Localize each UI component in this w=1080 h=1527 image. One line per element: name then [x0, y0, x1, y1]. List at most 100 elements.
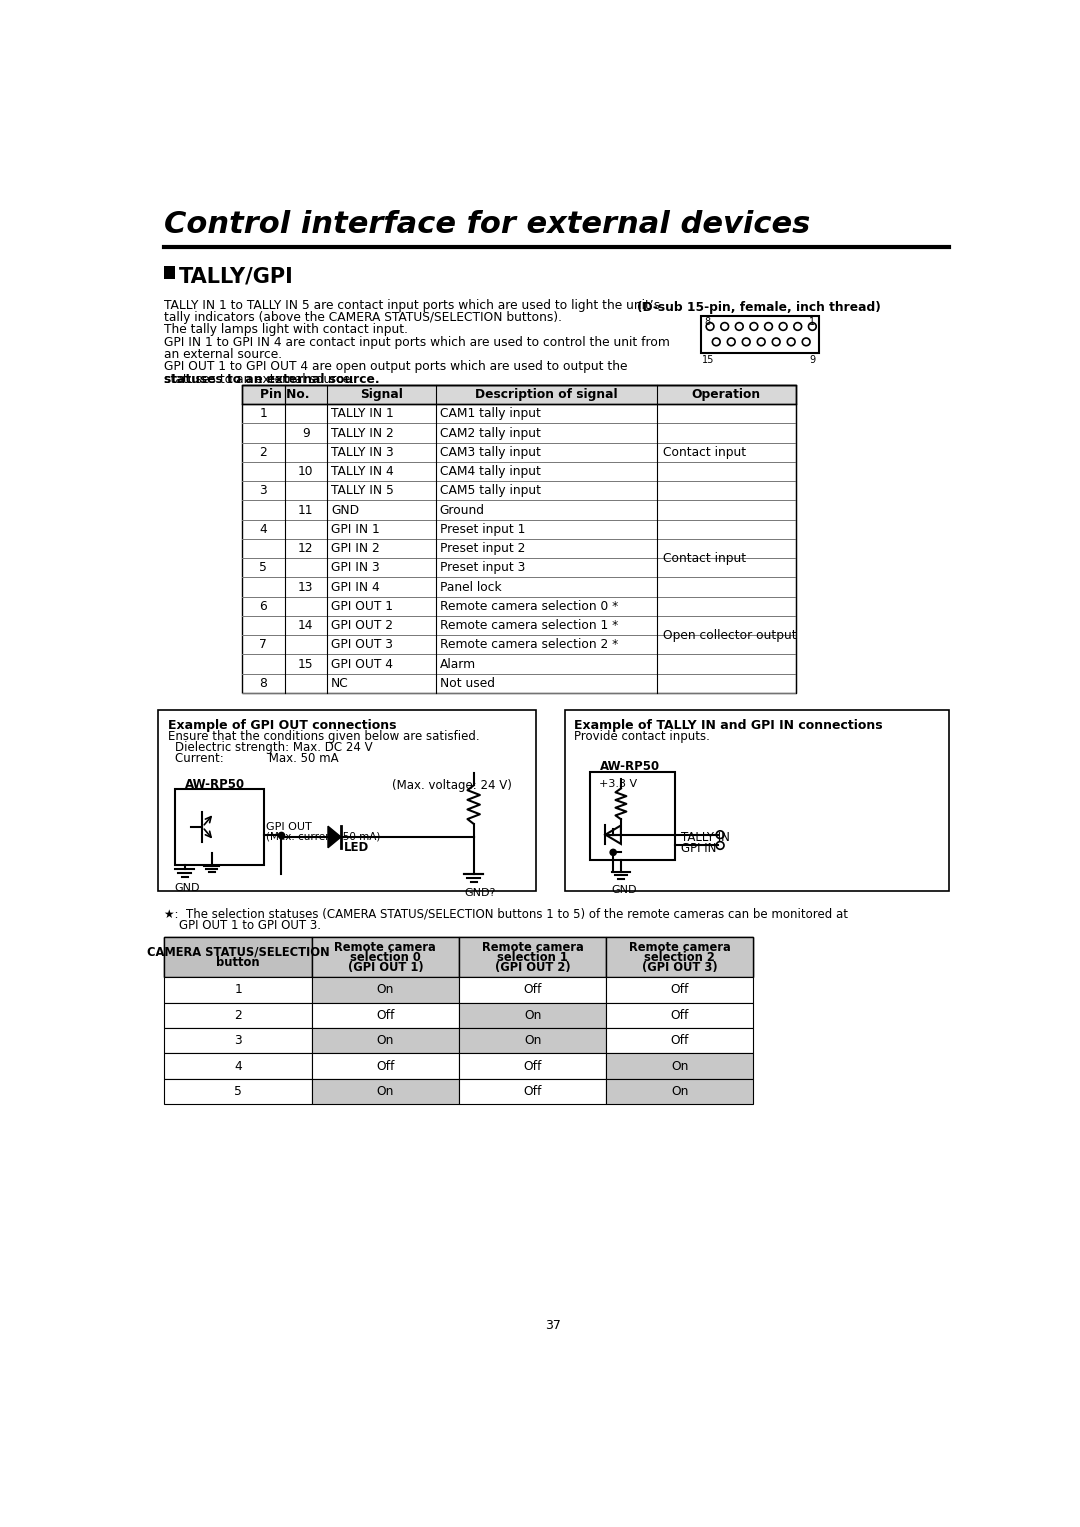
- Text: Provide contact inputs.: Provide contact inputs.: [575, 730, 711, 744]
- Text: GPI OUT 3: GPI OUT 3: [332, 638, 393, 652]
- Text: 4: 4: [234, 1060, 242, 1072]
- Text: Signal: Signal: [360, 388, 403, 402]
- Circle shape: [610, 849, 617, 855]
- Text: 2: 2: [234, 1009, 242, 1022]
- Bar: [312, 938, 459, 977]
- Text: TALLY IN 5: TALLY IN 5: [332, 484, 394, 498]
- Text: TALLY IN 4: TALLY IN 4: [332, 466, 394, 478]
- Bar: [242, 559, 796, 577]
- Text: Preset input 1: Preset input 1: [440, 522, 525, 536]
- Text: Panel lock: Panel lock: [440, 580, 501, 594]
- Bar: [242, 501, 796, 519]
- Text: 1: 1: [259, 408, 267, 420]
- Bar: [606, 1054, 754, 1078]
- Bar: [242, 481, 796, 501]
- Text: GPI IN: GPI IN: [681, 841, 717, 855]
- Text: GPI IN 2: GPI IN 2: [332, 542, 380, 556]
- Circle shape: [279, 832, 284, 838]
- Text: Remote camera: Remote camera: [335, 941, 436, 953]
- Text: Current:            Max. 50 mA: Current: Max. 50 mA: [175, 751, 339, 765]
- Text: 9: 9: [302, 426, 310, 440]
- Text: 3: 3: [234, 1034, 242, 1048]
- Text: Example of TALLY IN and GPI IN connections: Example of TALLY IN and GPI IN connectio…: [575, 719, 883, 731]
- Text: Remote camera: Remote camera: [482, 941, 583, 953]
- Text: GPI IN 1 to GPI IN 4 are contact input ports which are used to control the unit : GPI IN 1 to GPI IN 4 are contact input p…: [164, 336, 671, 348]
- Text: 7: 7: [259, 638, 267, 652]
- Polygon shape: [328, 826, 341, 847]
- Text: +3.3 V: +3.3 V: [599, 779, 637, 789]
- Text: On: On: [671, 1060, 689, 1072]
- Bar: [242, 519, 796, 539]
- Text: (Max. voltage: 24 V): (Max. voltage: 24 V): [392, 779, 512, 793]
- Text: TALLY IN 2: TALLY IN 2: [332, 426, 394, 440]
- Text: 8: 8: [704, 318, 711, 327]
- Text: 4: 4: [259, 522, 267, 536]
- Bar: [242, 385, 796, 405]
- Text: 11: 11: [298, 504, 313, 516]
- Text: button: button: [216, 956, 260, 968]
- Text: AW-RP50: AW-RP50: [600, 760, 660, 773]
- Bar: [242, 539, 796, 559]
- Text: Remote camera: Remote camera: [629, 941, 731, 953]
- Bar: [164, 977, 312, 1003]
- Bar: [164, 938, 754, 977]
- Text: 1: 1: [809, 318, 815, 327]
- Bar: [701, 316, 819, 353]
- Text: GPI OUT 1: GPI OUT 1: [332, 600, 393, 612]
- Text: CAM2 tally input: CAM2 tally input: [440, 426, 540, 440]
- Bar: [606, 938, 754, 977]
- Bar: [242, 673, 796, 693]
- Bar: [242, 615, 796, 635]
- Text: Alarm: Alarm: [440, 658, 475, 670]
- Bar: [242, 385, 796, 693]
- Bar: [606, 1028, 754, 1054]
- Text: 6: 6: [259, 600, 267, 612]
- Text: statuses to an external source.: statuses to an external source.: [164, 373, 354, 386]
- Text: GPI OUT 1 to GPI OUT 3.: GPI OUT 1 to GPI OUT 3.: [164, 919, 322, 931]
- Text: TALLY IN 1 to TALLY IN 5 are contact input ports which are used to light the uni: TALLY IN 1 to TALLY IN 5 are contact inp…: [164, 299, 661, 312]
- Text: 13: 13: [298, 580, 313, 594]
- Text: GPI IN 4: GPI IN 4: [332, 580, 380, 594]
- Text: Preset input 3: Preset input 3: [440, 562, 525, 574]
- Bar: [312, 1003, 459, 1028]
- Text: GPI IN 1: GPI IN 1: [332, 522, 380, 536]
- Text: Example of GPI OUT connections: Example of GPI OUT connections: [167, 719, 396, 731]
- Text: statuses to an external source.: statuses to an external source.: [164, 373, 380, 386]
- Bar: [312, 977, 459, 1003]
- Text: GPI IN 3: GPI IN 3: [332, 562, 380, 574]
- Text: Remote camera selection 1 *: Remote camera selection 1 *: [440, 618, 618, 632]
- Text: TALLY IN 3: TALLY IN 3: [332, 446, 394, 458]
- Text: CAM1 tally input: CAM1 tally input: [440, 408, 540, 420]
- Bar: [164, 938, 312, 977]
- Bar: [164, 1003, 312, 1028]
- Text: (GPI OUT 3): (GPI OUT 3): [642, 960, 717, 974]
- Text: CAM4 tally input: CAM4 tally input: [440, 466, 540, 478]
- Text: CAMERA STATUS/SELECTION: CAMERA STATUS/SELECTION: [147, 945, 329, 959]
- Text: Off: Off: [524, 1060, 542, 1072]
- Bar: [565, 710, 948, 890]
- Bar: [242, 635, 796, 655]
- Text: Off: Off: [671, 983, 689, 996]
- Text: Off: Off: [524, 1086, 542, 1098]
- Text: 10: 10: [298, 466, 313, 478]
- Bar: [312, 1054, 459, 1078]
- Text: 5: 5: [259, 562, 267, 574]
- Text: GPI OUT 1 to GPI OUT 4 are open output ports which are used to output the: GPI OUT 1 to GPI OUT 4 are open output p…: [164, 360, 627, 373]
- Text: 5: 5: [234, 1086, 242, 1098]
- Text: 1: 1: [234, 983, 242, 996]
- Text: ★:  The selection statuses (CAMERA STATUS/SELECTION buttons 1 to 5) of the remot: ★: The selection statuses (CAMERA STATUS…: [164, 909, 849, 921]
- Text: an external source.: an external source.: [164, 348, 283, 360]
- Bar: [242, 405, 796, 423]
- Text: Off: Off: [671, 1009, 689, 1022]
- Text: 3: 3: [259, 484, 267, 498]
- Text: Remote camera selection 0 *: Remote camera selection 0 *: [440, 600, 618, 612]
- Text: Open collector output: Open collector output: [663, 629, 796, 641]
- Bar: [242, 463, 796, 481]
- Text: TALLY/GPI: TALLY/GPI: [178, 266, 293, 287]
- Text: On: On: [524, 1034, 541, 1048]
- Text: GPI OUT 4: GPI OUT 4: [332, 658, 393, 670]
- Text: 15: 15: [298, 658, 313, 670]
- Text: selection 1: selection 1: [497, 951, 568, 964]
- Text: CAM5 tally input: CAM5 tally input: [440, 484, 541, 498]
- Text: 15: 15: [702, 354, 715, 365]
